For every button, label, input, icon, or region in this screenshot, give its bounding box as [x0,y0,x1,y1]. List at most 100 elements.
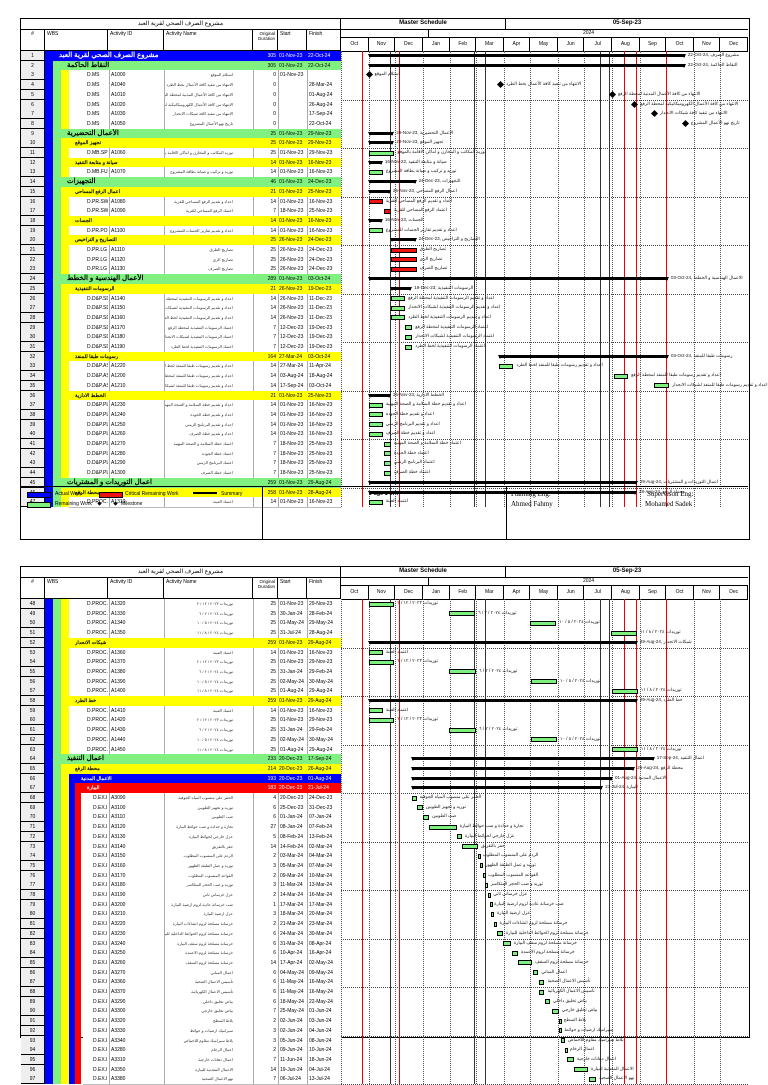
summary-bar[interactable] [389,238,417,243]
activity-row[interactable]: 16 D.PR.SW A1080 اعداد و تقديم الرفع المس… [21,196,341,208]
summary-bar[interactable] [367,131,395,136]
milestone-diamond[interactable] [365,71,373,79]
milestone-diamond[interactable] [650,110,658,118]
summary-bar[interactable] [367,160,384,165]
activity-bar[interactable] [428,824,457,830]
activity-row[interactable]: 82 D.EX.I A3230 خرسانة مسلحة لزوم الحوائط… [21,928,341,940]
activity-row[interactable]: 29 D.D&P.SD A1170 اعتماد الرسومات التنفيذ… [21,322,341,334]
summary-bar[interactable] [367,393,392,398]
activity-bar[interactable] [484,882,488,888]
activity-bar[interactable] [499,363,514,369]
activity-row[interactable]: 41 D.D&P.PL A1270 اعتماد خطة السلامة و ال… [21,439,341,450]
activity-row[interactable]: 79 D.EX.I A3200 صب خرسانة عادية لزوم ارضي… [21,899,341,911]
activity-bar[interactable] [517,960,533,966]
summary-bar[interactable] [367,180,417,185]
activity-bar[interactable] [612,747,638,752]
activity-row[interactable]: 76 D.EX.I A3170 القواعد المنسوب المطلوب 2… [21,870,341,882]
activity-row[interactable]: 88 D.EX.I A3370 تأسيس الاعمال الكهربائية … [21,987,341,998]
activity-bar[interactable] [461,844,478,849]
summary-bar[interactable] [367,277,670,282]
activity-bar[interactable] [383,451,391,457]
activity-row[interactable]: 57D.PROC.SN A1400 توريدات ٢٠٢٤ / ٨ / ١١ … [21,686,341,698]
summary-bar[interactable] [367,640,639,645]
activity-row[interactable]: 70 D.EX.I A3110 صب الطوبين 6 01-Jan-24 07… [21,812,341,824]
activity-row[interactable]: 51D.PROC.PS A1350 توريدات ٢٠٢٤ / ٨ / ١١ … [21,628,341,640]
activity-row[interactable]: 35 D.D&P.ASD A1210 اعداد و تقديم رسومات ط… [21,380,341,392]
activity-bar[interactable] [383,441,391,447]
activity-row[interactable]: 40 D.D&P.PL A1260 اعداد و تقديم خطة الصرف… [21,429,341,441]
critical-activity-bar[interactable] [390,257,417,263]
activity-row[interactable]: 19 D.PR.PO A1100 اعداد و تقديم تقارير الج… [21,225,341,237]
activity-row[interactable]: 5 D.MS A1010 الانتهاء من كافة الأعمال الم… [21,89,341,101]
activity-bar[interactable] [368,412,383,418]
activity-row[interactable]: 61 D.PROC.FM A1430 توريدات ٢٠٢٤ / ٢ / ٦ 2… [21,725,341,737]
wbs-summary-row[interactable]: 20 التصاريح و التراخيص 25 26-Nov-23 24-De… [21,235,341,246]
activity-bar[interactable] [449,669,477,675]
activity-bar[interactable] [531,679,557,685]
activity-row[interactable]: 54D.PROC.SN A1370 توريدات ٢٠٢٣ / ١٢ / ٢ … [21,657,341,669]
activity-row[interactable]: 90 D.EX.I A3300 بياض تخليق خارجي 7 25-May… [21,1006,341,1018]
activity-bar[interactable] [390,296,405,301]
activity-bar[interactable] [404,344,413,350]
activity-bar[interactable] [530,620,557,626]
summary-bar[interactable] [411,776,613,781]
activity-row[interactable]: 97 D.EX.I A3380 نهو الاعمال الصحية 7 06-J… [21,1074,341,1085]
activity-row[interactable]: 27 D.D&P.SD A1150 اعداد و تقديم الرسومات … [21,303,341,315]
activity-bar[interactable] [561,1038,565,1043]
activity-row[interactable]: 74 D.EX.I A3150 الردم على المنسوب المطلوب… [21,851,341,863]
activity-row[interactable]: 80 D.EX.I A3210 عزل ارضية البيارة 3 18-Ma… [21,909,341,921]
activity-row[interactable]: 96 D.EX.I A3350 الاعمال المعدنية للبيارة … [21,1064,341,1076]
activity-row[interactable]: 62D.PROC.FM A1440 توريدات ٢٠٢٤ / ٥ / ١٠ … [21,734,341,746]
wbs-summary-row[interactable]: 18 الجسات 14 01-Nov-23 16-Nov-23 [21,215,341,226]
wbs-summary-row[interactable]: 9 الأعمال التحضيرية 25 01-Nov-23 29-Nov-2… [21,128,341,139]
activity-row[interactable]: 39 D.D&P.PL A1250 اعداد و تقديم البرنامج … [21,419,341,431]
wbs-summary-row[interactable]: 32 رسومات طبقا للمنفذ 164 27-Mar-24 03-Oc… [21,351,341,362]
critical-activity-bar[interactable] [383,208,391,214]
activity-bar[interactable] [368,601,395,607]
summary-bar[interactable] [367,699,639,703]
activity-bar[interactable] [564,1047,568,1053]
summary-bar[interactable] [367,218,384,223]
wbs-summary-row[interactable]: 66 الاعمال المدنية 193 20-Dec-23 01-Aug-2… [21,773,341,784]
critical-activity-bar[interactable] [390,247,417,253]
summary-bar[interactable] [367,63,687,68]
activity-bar[interactable] [558,1028,562,1034]
activity-bar[interactable] [448,611,476,617]
activity-row[interactable]: 85 D.EX.I A3260 خرسانة مسلحة لزوم السقف 1… [21,957,341,969]
activity-row[interactable]: 83 D.EX.I A3240 خرسانة مسلحة لزوم سقف الب… [21,938,341,950]
activity-bar[interactable] [490,902,494,908]
activity-bar[interactable] [588,1076,597,1082]
activity-row[interactable]: 50D.PROC.PS A1340 توريدات ٢٠٢٤ / ٥ / ١٠ … [21,618,341,630]
activity-bar[interactable] [368,402,383,408]
activity-bar[interactable] [566,1057,574,1063]
activity-bar[interactable] [496,931,503,937]
activity-bar[interactable] [368,150,395,156]
activity-bar[interactable] [383,460,391,466]
activity-row[interactable]: 78 D.EX.I A3190 عزل خرساني ثاني 2 14-Mar-… [21,890,341,901]
milestone-diamond[interactable] [631,100,639,108]
activity-row[interactable]: 55 D.PROC.SN A1380 توريدات ٢٠٢٤ / ٢ / ٦ 2… [21,666,341,678]
activity-bar[interactable] [368,422,383,428]
activity-bar[interactable] [412,795,417,801]
activity-bar[interactable] [477,853,481,859]
activity-row[interactable]: 26 D.D&P.SD A1140 اعداد و تقديم الرسومات … [21,293,341,305]
activity-row[interactable]: 42 D.D&P.PL A1280 اعتماد خطة الجودة 7 18-… [21,448,341,460]
activity-row[interactable]: 81 D.EX.I A3220 خرسانة مسلحة لزوم انشاءات… [21,919,341,931]
activity-row[interactable]: 13 D.MB.FU A1070 توريد و تركيب و صيانة بط… [21,167,341,179]
activity-row[interactable]: 95 D.EX.I A3310 اعمال دهانات خارجية 7 11-… [21,1054,341,1066]
wbs-summary-row[interactable]: 1 مشروع الصرف الصحي لقرية العبد 305 01-No… [21,51,341,61]
wbs-summary-row[interactable]: 24 الأعمال الهندسية و الخطط 289 01-Nov-23… [21,274,341,285]
activity-row[interactable]: 34 D.D&P.ASD A1200 اعداد و تقديم رسومات ط… [21,371,341,383]
summary-bar[interactable] [389,286,413,291]
activity-row[interactable]: 84 D.EX.I A3250 خرسانة مسلحة لزوم الاعمدة… [21,948,341,960]
activity-bar[interactable] [368,650,383,655]
critical-activity-bar[interactable] [368,199,383,204]
activity-bar[interactable] [368,169,383,175]
activity-row[interactable]: 49 D.PROC.PS A1330 توريدات ٢٠٢٤ / ٢ / ٦ 2… [21,608,341,620]
activity-bar[interactable] [383,470,391,476]
activity-bar[interactable] [539,979,545,985]
wbs-summary-row[interactable]: 14 التجهيزات 46 01-Nov-23 24-Dec-23 [21,177,341,188]
activity-bar[interactable] [612,688,638,694]
activity-row[interactable]: 17 D.PR.SW A1090 اعتماد الرفع المساحي للق… [21,206,341,218]
activity-row[interactable]: 87 D.EX.I A3360 تأسيس الاعمال الصحية 6 11… [21,977,341,989]
